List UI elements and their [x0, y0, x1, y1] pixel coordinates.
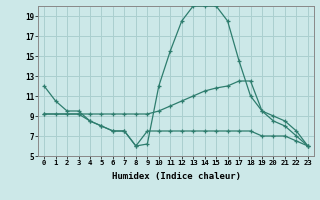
X-axis label: Humidex (Indice chaleur): Humidex (Indice chaleur): [111, 172, 241, 181]
